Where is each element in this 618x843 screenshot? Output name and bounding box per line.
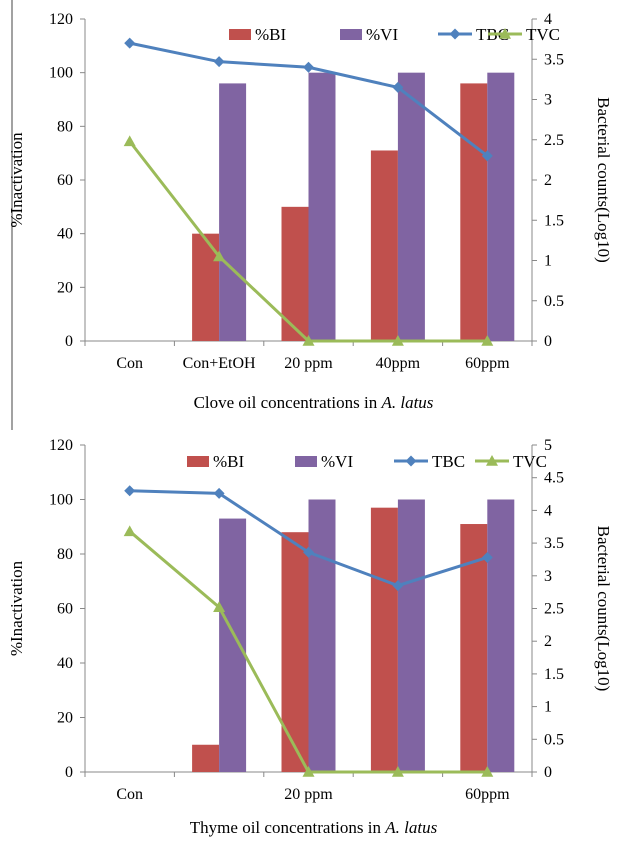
marker-tbc <box>481 150 493 162</box>
y-tick-label: 40 <box>57 226 73 243</box>
bar-pct-bi <box>370 507 398 772</box>
legend-marker <box>499 28 511 39</box>
marker-tbc <box>213 487 225 499</box>
y2-tick-label: 0.5 <box>544 293 564 310</box>
y-tick-label: 100 <box>49 492 73 509</box>
y2-tick-label: 2.5 <box>544 601 564 618</box>
y2-tick-label: 1 <box>544 253 552 270</box>
y-axis-label: %Inactivation <box>7 560 26 656</box>
bar-pct-vi <box>397 499 425 772</box>
y2-tick-label: 5 <box>544 437 552 454</box>
bar-pct-bi <box>192 744 220 772</box>
x-tick-label: Con <box>116 355 143 372</box>
y-tick-label: 60 <box>57 601 73 618</box>
legend-marker <box>405 455 417 467</box>
y2-tick-label: 2 <box>544 172 552 189</box>
x-axis-label: Thyme oil concentrations in A. latus <box>190 818 438 837</box>
y2-tick-label: 4.5 <box>544 470 564 487</box>
x-tick-label: 20 ppm <box>284 786 333 803</box>
marker-tbc <box>213 56 225 68</box>
y-tick-label: 0 <box>65 764 73 781</box>
marker-tvc <box>213 601 226 612</box>
legend-swatch <box>187 456 209 467</box>
marker-tbc <box>392 580 404 592</box>
x-tick-label: 60ppm <box>465 786 510 803</box>
y2-tick-label: 0 <box>544 333 552 350</box>
marker-tvc <box>481 766 494 777</box>
y-tick-label: 100 <box>49 65 73 82</box>
y2-tick-label: 2.5 <box>544 132 564 149</box>
legend-label: TVC <box>526 25 560 44</box>
legend-label: %BI <box>213 452 245 471</box>
chart-panel-thyme: 0 20 40 60 80 100 120 0 0.5 1 1.5 2 2.5 3 3.5 4 4.5 5 Con 2… <box>7 437 613 837</box>
bar-pct-vi <box>308 499 336 772</box>
legend-label: %VI <box>366 25 398 44</box>
legend-label: TBC <box>432 452 465 471</box>
marker-tvc <box>391 766 404 777</box>
bar-pct-vi <box>487 499 515 772</box>
marker-tvc <box>391 335 404 346</box>
y2-tick-label: 0.5 <box>544 731 564 748</box>
y-tick-label: 40 <box>57 655 73 672</box>
marker-tvc <box>481 335 494 346</box>
y-tick-label: 60 <box>57 172 73 189</box>
marker-tbc <box>303 546 314 558</box>
x-tick-label: 20 ppm <box>284 355 333 372</box>
marker-tvc <box>123 135 136 147</box>
x-tick-label: Con+EtOH <box>183 355 256 372</box>
y-tick-label: 20 <box>57 279 73 296</box>
bar-pct-vi <box>219 518 247 772</box>
y2-tick-label: 1.5 <box>544 666 564 683</box>
legend-swatch <box>340 29 362 40</box>
marker-tbc <box>392 81 404 93</box>
chart-panel-clove: 0 20 40 60 80 100 120 0 0.5 1 1.5 2 2.5 3 3.5 4 Con Con+E… <box>7 11 613 412</box>
y2-tick-label: 4 <box>544 11 552 28</box>
y2-axis-label: Bacterial counts(Log10) <box>594 526 613 692</box>
legend-label: %BI <box>255 25 287 44</box>
y2-axis-label: Bacterial counts(Log10) <box>594 97 613 263</box>
marker-tvc <box>213 250 226 262</box>
bar-pct-bi <box>370 150 398 341</box>
x-tick-label: 60ppm <box>465 355 510 372</box>
bar-pct-vi <box>219 83 247 342</box>
marker-tbc <box>124 485 136 497</box>
marker-tvc <box>302 335 315 346</box>
y-tick-label: 0 <box>65 333 73 350</box>
marker-tbc <box>481 551 493 563</box>
y-tick-label: 20 <box>57 710 73 727</box>
bar-pct-bi <box>281 532 309 772</box>
x-tick-label: 40ppm <box>376 355 421 372</box>
y-tick-label: 120 <box>49 11 73 28</box>
y2-tick-label: 2 <box>544 633 552 650</box>
marker-tbc <box>124 37 136 49</box>
y2-tick-label: 1.5 <box>544 212 564 229</box>
y-tick-label: 80 <box>57 546 73 563</box>
marker-tbc <box>303 61 314 73</box>
x-axis-label: Clove oil concentrations in A. latus <box>194 393 434 412</box>
bar-pct-vi <box>308 72 336 342</box>
bar-pct-vi <box>487 72 515 342</box>
y2-tick-label: 3 <box>544 92 552 109</box>
y2-tick-label: 1 <box>544 699 552 716</box>
legend-marker <box>486 455 498 466</box>
y-tick-label: 120 <box>49 437 73 454</box>
y2-tick-label: 4 <box>544 502 552 519</box>
legend-label: TVC <box>513 452 547 471</box>
x-tick-label: Con <box>116 786 143 803</box>
legend-swatch <box>229 29 251 40</box>
y-tick-label: 80 <box>57 118 73 135</box>
bar-pct-vi <box>397 72 425 342</box>
legend-marker <box>449 28 461 40</box>
y-axis-label: %Inactivation <box>7 132 26 228</box>
marker-tvc <box>302 766 315 777</box>
y2-tick-label: 3 <box>544 568 552 585</box>
marker-tvc <box>123 525 136 537</box>
y2-tick-label: 3.5 <box>544 51 564 68</box>
y2-tick-label: 3.5 <box>544 535 564 552</box>
legend-label: %VI <box>321 452 353 471</box>
bar-pct-bi <box>460 83 488 342</box>
y2-tick-label: 0 <box>544 764 552 781</box>
legend-swatch <box>295 456 317 467</box>
